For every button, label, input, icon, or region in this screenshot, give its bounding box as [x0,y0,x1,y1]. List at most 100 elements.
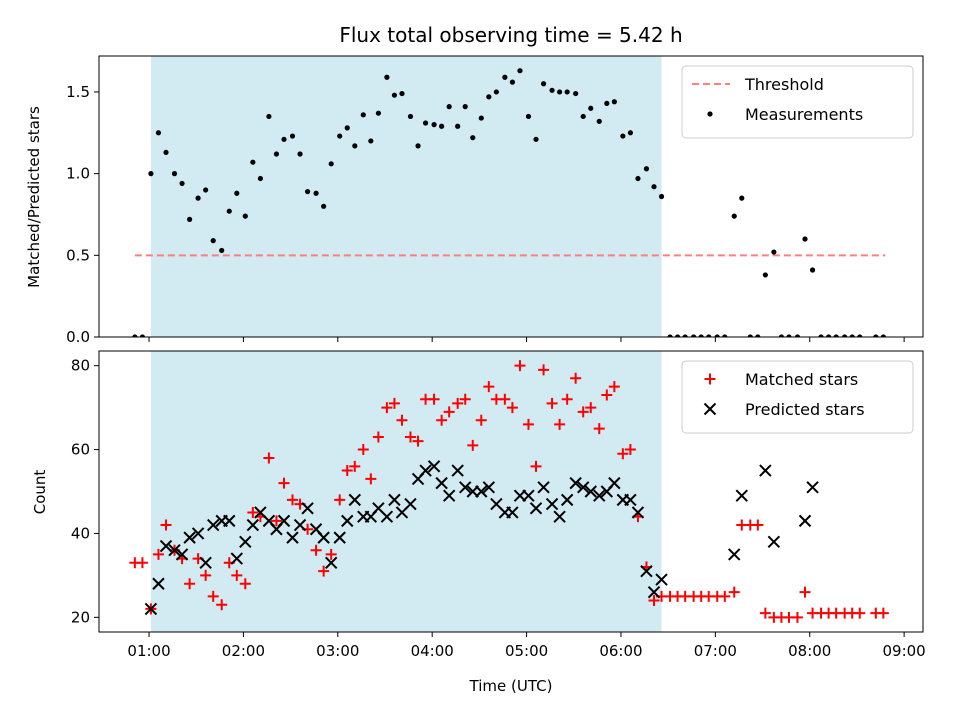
data-point [155,130,162,136]
data-point [384,74,390,80]
data-point [799,586,811,598]
data-point [171,171,178,177]
legend: Threshold Measurements [681,65,914,139]
data-point [577,406,589,418]
legend-dot-swatch [707,111,713,117]
data-point [404,431,416,443]
y-tick-label: 40 [71,524,90,542]
data-point [826,334,832,337]
observing-window-shade [150,351,662,632]
data-point [289,133,296,139]
chart-title: Flux total observing time = 5.42 h [339,23,682,47]
data-point [530,460,542,472]
data-point [569,476,582,490]
data-point [517,68,523,74]
data-point [771,249,777,255]
data-point [310,544,322,556]
data-point [184,578,196,590]
x-tick-label: 06:00 [599,642,642,660]
data-point [538,364,550,376]
data-point [328,161,334,167]
data-point [231,569,243,581]
data-point [570,372,582,384]
data-point [798,514,812,528]
data-point [719,590,731,602]
data-point [446,104,452,110]
data-point [344,125,350,131]
data-point [747,334,753,337]
data-point [451,464,464,477]
data-point [246,518,260,532]
data-point [187,216,193,222]
data-point [635,175,641,182]
data-point [506,402,518,414]
data-point [617,448,629,460]
data-point [341,514,354,528]
data-point [388,397,400,409]
y-tick-label: 0.5 [66,246,90,264]
data-point [136,557,148,569]
data-point [767,535,781,549]
data-point [576,481,590,494]
data-point [234,190,240,196]
data-point [514,360,526,372]
data-point [533,136,539,142]
data-point [648,595,660,607]
data-point [735,489,748,502]
legend-label: Predicted stars [745,400,865,419]
data-point [611,99,617,105]
data-point [436,414,448,426]
data-point [627,130,633,136]
data-point [506,506,519,519]
data-point [467,439,479,451]
data-point [691,334,697,337]
x-tick-label: 04:00 [411,642,454,660]
data-point [728,548,741,561]
data-point [706,334,712,337]
data-point [348,493,361,507]
data-point [286,531,299,544]
legend-plus-swatch [704,373,716,385]
data-point [439,123,445,129]
data-point [152,548,164,560]
data-point [412,435,424,447]
data-point [475,485,488,498]
data-point [270,515,282,527]
data-point [144,602,158,616]
data-point [728,586,740,598]
data-point [230,552,244,565]
data-point [537,481,550,494]
data-point [755,334,761,337]
data-point [226,208,232,214]
data-point [419,464,432,477]
data-point [334,494,346,506]
data-point [794,334,801,337]
data-point [375,110,381,116]
top-y-axis-label: Matched/Predicted stars [25,106,43,288]
data-point [391,92,398,98]
panel-1: 01:00 02:00 03:00 04:00 05:00 06:00 07:00 08:00… [71,350,926,660]
data-point [277,514,291,528]
y-tick-label: 1.5 [66,83,90,101]
data-point [722,334,728,337]
data-point [873,334,879,337]
series-measurements [132,68,886,337]
data-point [604,100,610,106]
data-point [317,531,330,544]
data-point [682,334,688,337]
data-point [658,193,665,200]
data-point [428,393,440,405]
data-point [219,247,225,254]
chart-panels: 0.0 0.5 1.0 1.5 Threshold Measurements 01:00 02… [66,55,926,660]
data-point [842,334,848,337]
data-point [427,460,441,473]
data-point [549,87,555,93]
data-point [159,539,173,553]
data-point [273,151,280,157]
data-point [313,190,319,196]
legend-label: Matched stars [745,370,858,389]
data-point [714,334,720,337]
data-point [483,381,495,393]
x-axis-label: Time (UTC) [469,677,553,695]
